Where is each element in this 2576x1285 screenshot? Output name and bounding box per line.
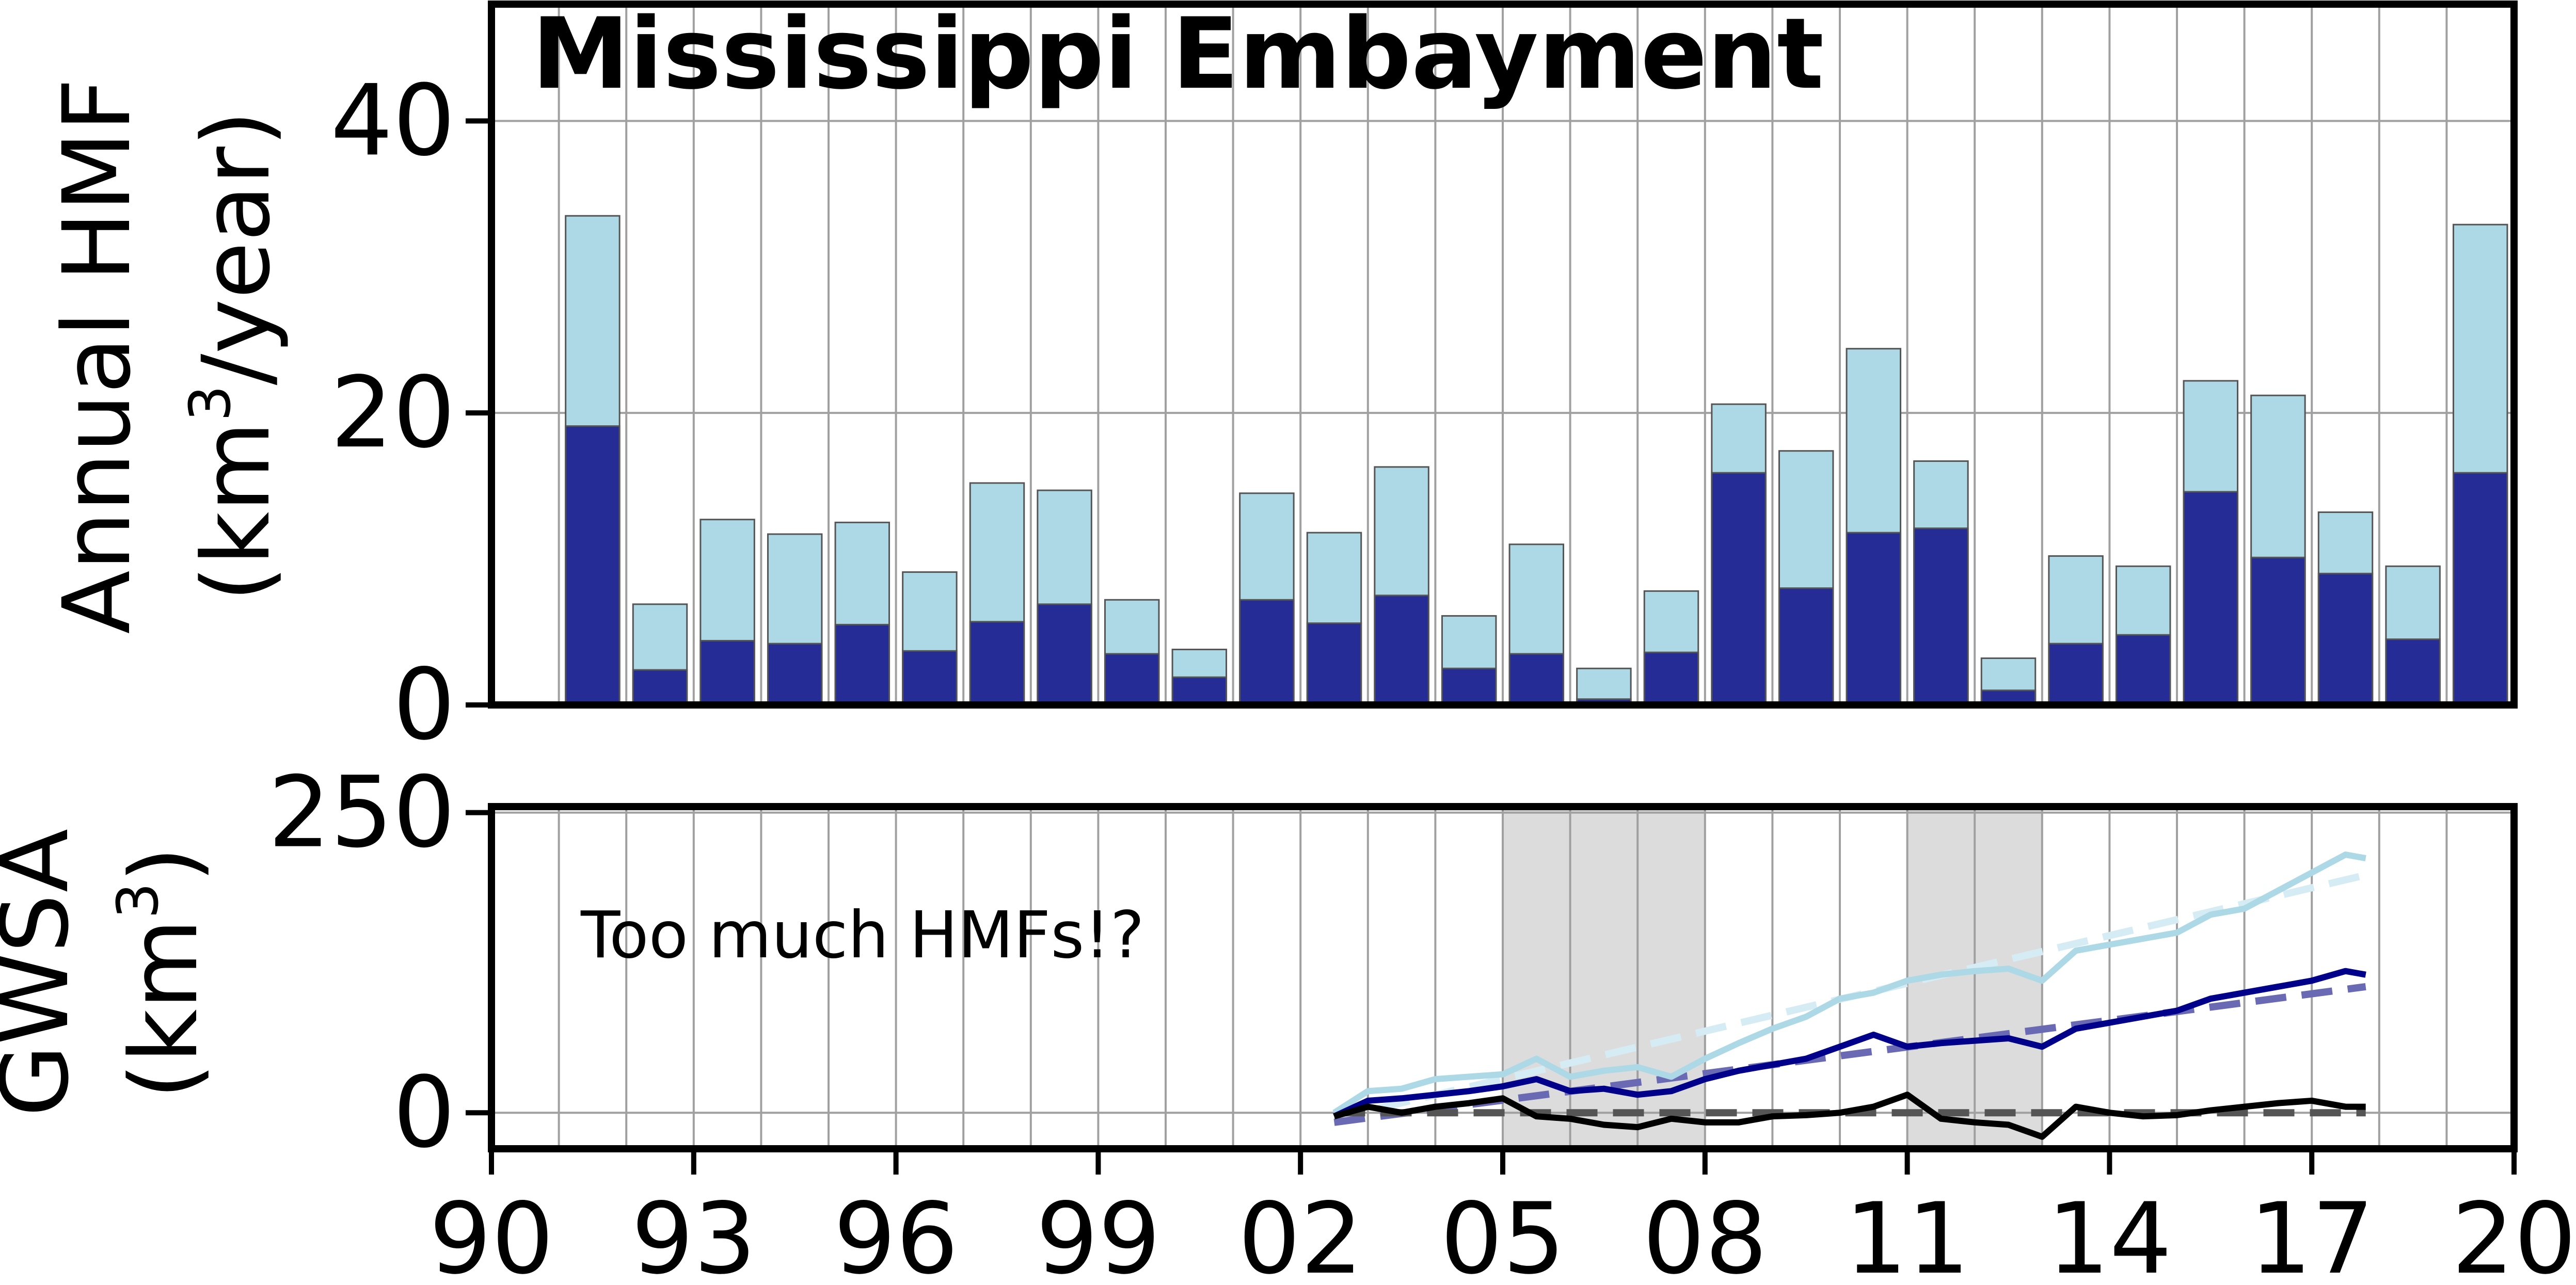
gwsa-ylabel-line2: (km3) — [105, 846, 218, 1099]
gwsa-xtick-label: 20 — [2452, 1182, 2576, 1285]
gwsa-xtick-label: 17 — [2249, 1182, 2374, 1285]
gwsa-xtick-label: 11 — [1845, 1182, 1970, 1285]
gwsa-ylabel-unit-exponent: 3 — [105, 882, 171, 919]
gwsa-ylabel-unit-base: (km — [110, 919, 218, 1099]
hmf-ylabel-unit-rest: /year) — [183, 110, 291, 385]
gwsa-ylabel-unit-rest: ) — [110, 846, 218, 882]
gwsa-xtick-label: 90 — [429, 1182, 554, 1285]
gwsa-xtick-label: 99 — [1036, 1182, 1161, 1285]
hmf-bar — [969, 621, 1025, 706]
hmf-ylabel-line1: Annual HMF — [43, 78, 151, 634]
hmf-ylabel-line2: (km3/year) — [177, 110, 291, 602]
gwsa-y-ticks: 0 250 — [268, 756, 491, 1169]
hmf-bar — [2115, 634, 2171, 706]
gwsa-xtick-label: 96 — [834, 1182, 959, 1285]
chart-title: Mississippi Embayment — [532, 0, 1824, 111]
hmf-bar — [1643, 651, 1699, 706]
hmf-bar — [1374, 595, 1429, 706]
hmf-bar — [1778, 587, 1834, 706]
hmf-ytick-label: 0 — [393, 648, 455, 762]
gwsa-xtick-label: 05 — [1440, 1182, 1565, 1285]
hmf-bar — [1441, 667, 1497, 706]
hmf-ytick-label: 40 — [330, 63, 455, 178]
hmf-bar — [1711, 472, 1767, 706]
hmf-bar — [2317, 572, 2374, 706]
hmf-bar — [1239, 599, 1295, 706]
hmf-bar — [2183, 491, 2239, 706]
gwsa-series-line — [1333, 1091, 2366, 1140]
hmf-bar — [2048, 642, 2104, 706]
hmf-grid — [491, 4, 2514, 706]
hmf-bar — [1104, 653, 1160, 706]
hmf-bars — [565, 215, 2508, 706]
gwsa-xtick-label: 08 — [1643, 1182, 1768, 1285]
gwsa-ytick-label: 0 — [393, 1055, 455, 1169]
hmf-bar — [902, 650, 958, 706]
gwsa-annotation: Too much HMFs!? — [580, 898, 1144, 973]
hmf-bar — [2452, 472, 2508, 706]
hmf-bar — [565, 425, 621, 706]
gwsa-x-ticks: 90 93 96 99 02 05 08 11 14 17 20 — [429, 1149, 2576, 1285]
gwsa-series-line — [1332, 968, 2366, 1119]
hmf-ylabel-unit-exponent: 3 — [177, 385, 243, 421]
hmf-bar — [1846, 532, 1902, 706]
hmf-ylabel-unit-base: (km — [183, 421, 291, 602]
hmf-bar — [834, 623, 891, 706]
hmf-y-axis-label: Annual HMF (km3/year) — [43, 78, 291, 634]
hmf-y-ticks: 0 20 40 — [330, 63, 491, 762]
hmf-bar — [1037, 603, 1092, 706]
hmf-ytick-label: 20 — [330, 356, 455, 470]
hmf-bar — [1306, 622, 1362, 706]
gwsa-ytick-label: 250 — [268, 756, 455, 870]
gwsa-xtick-label: 02 — [1238, 1182, 1363, 1285]
gwsa-trend-line — [1333, 983, 2366, 1126]
gwsa-grid — [491, 807, 2514, 1149]
hmf-bar-chart: 0 20 40 Mississippi Embayment Annual HMF (… — [43, 0, 2518, 762]
gwsa-xtick-label: 14 — [2047, 1182, 2172, 1285]
hmf-plot-frame — [488, 1, 2518, 709]
gwsa-line-chart: 0 250 90 93 96 99 02 05 08 11 14 17 20 Too much HMF… — [0, 756, 2576, 1285]
hmf-bar — [767, 642, 823, 706]
gwsa-xtick-label: 93 — [631, 1182, 756, 1285]
hmf-bar — [1913, 527, 1969, 706]
gwsa-series-line — [1332, 852, 2366, 1116]
gwsa-y-axis-label: GWSA (km3) — [0, 829, 218, 1117]
hmf-bar — [1171, 676, 1228, 706]
gwsa-ylabel-line1: GWSA — [0, 829, 89, 1117]
hmf-bar — [2385, 638, 2441, 706]
hmf-bar — [632, 669, 688, 706]
gwsa-series-lines — [1332, 852, 2366, 1140]
hmf-bar — [699, 640, 755, 706]
hmf-bar — [2250, 556, 2306, 706]
hmf-bar — [1508, 653, 1565, 706]
